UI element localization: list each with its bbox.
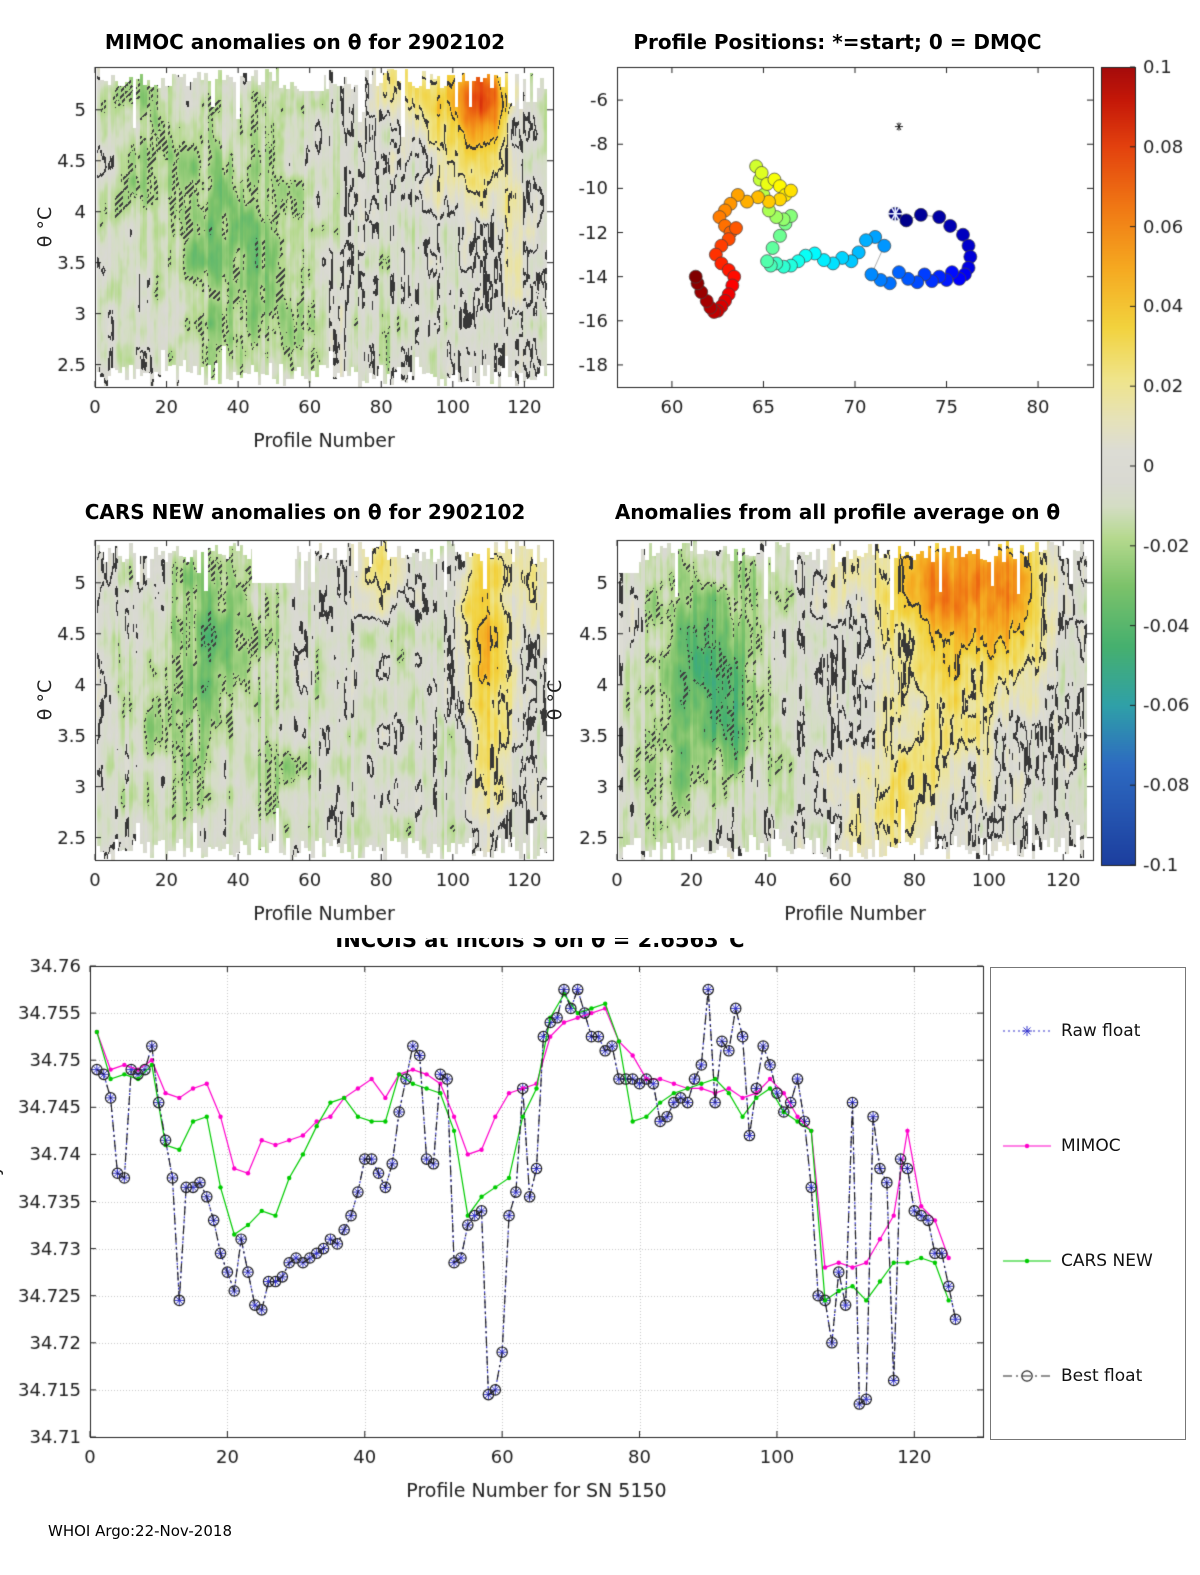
legend-item-mimoc: MIMOC xyxy=(991,1135,1185,1158)
allavg-anomaly-heatmap xyxy=(570,528,1105,938)
cars-anomaly-heatmap xyxy=(30,528,575,938)
legend-sample-line xyxy=(1001,1020,1053,1043)
legend-sample-line xyxy=(1001,1249,1053,1272)
footer-text: WHOI Argo:22-Nov-2018 xyxy=(48,1522,232,1540)
legend-sample-line xyxy=(1001,1364,1053,1387)
legend-item-raw-float: Raw float xyxy=(991,1020,1185,1043)
legend-item-label: CARS NEW xyxy=(1061,1250,1153,1271)
mimoc-plot-title: MIMOC anomalies on θ for 2902102 xyxy=(104,30,506,54)
legend-item-best-float: Best float xyxy=(991,1364,1185,1387)
legend-item-cars-new: CARS NEW xyxy=(991,1249,1185,1272)
cars-ylabel: θ °C xyxy=(34,679,57,721)
positions-plot-title: Profile Positions: *=start; 0 = DMQC xyxy=(633,30,1042,54)
mimoc-ylabel: θ °C xyxy=(34,206,57,248)
salinity-legend: Raw float MIMOC CARS NEW Best float xyxy=(990,967,1186,1440)
legend-item-label: MIMOC xyxy=(1061,1136,1121,1157)
allavg-plot-title: Anomalies from all profile average on θ xyxy=(614,500,1061,524)
anomaly-colorbar xyxy=(1095,55,1200,875)
profile-positions-scatter xyxy=(570,55,1105,465)
mimoc-anomaly-heatmap xyxy=(30,55,575,465)
cars-plot-title: CARS NEW anomalies on θ for 2902102 xyxy=(84,500,526,524)
allavg-ylabel: θ °C xyxy=(544,679,567,721)
legend-item-label: Raw float xyxy=(1061,1021,1141,1042)
salinity-ylabel: Salinity xyxy=(0,1164,5,1236)
legend-sample-line xyxy=(1001,1135,1053,1158)
salinity-line-chart xyxy=(18,952,993,1522)
legend-item-label: Best float xyxy=(1061,1365,1143,1386)
